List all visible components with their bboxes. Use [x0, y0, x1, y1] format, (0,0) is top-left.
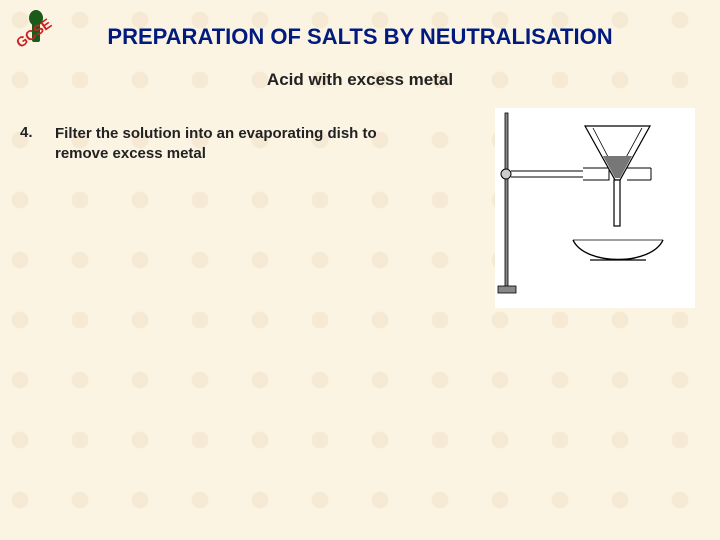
step-number: 4. [20, 124, 33, 141]
filtration-diagram [495, 108, 695, 308]
step-text: Filter the solution into an evaporating … [55, 124, 395, 163]
page-title: PREPARATION OF SALTS BY NEUTRALISATION [0, 24, 720, 50]
page-subtitle: Acid with excess metal [0, 70, 720, 90]
